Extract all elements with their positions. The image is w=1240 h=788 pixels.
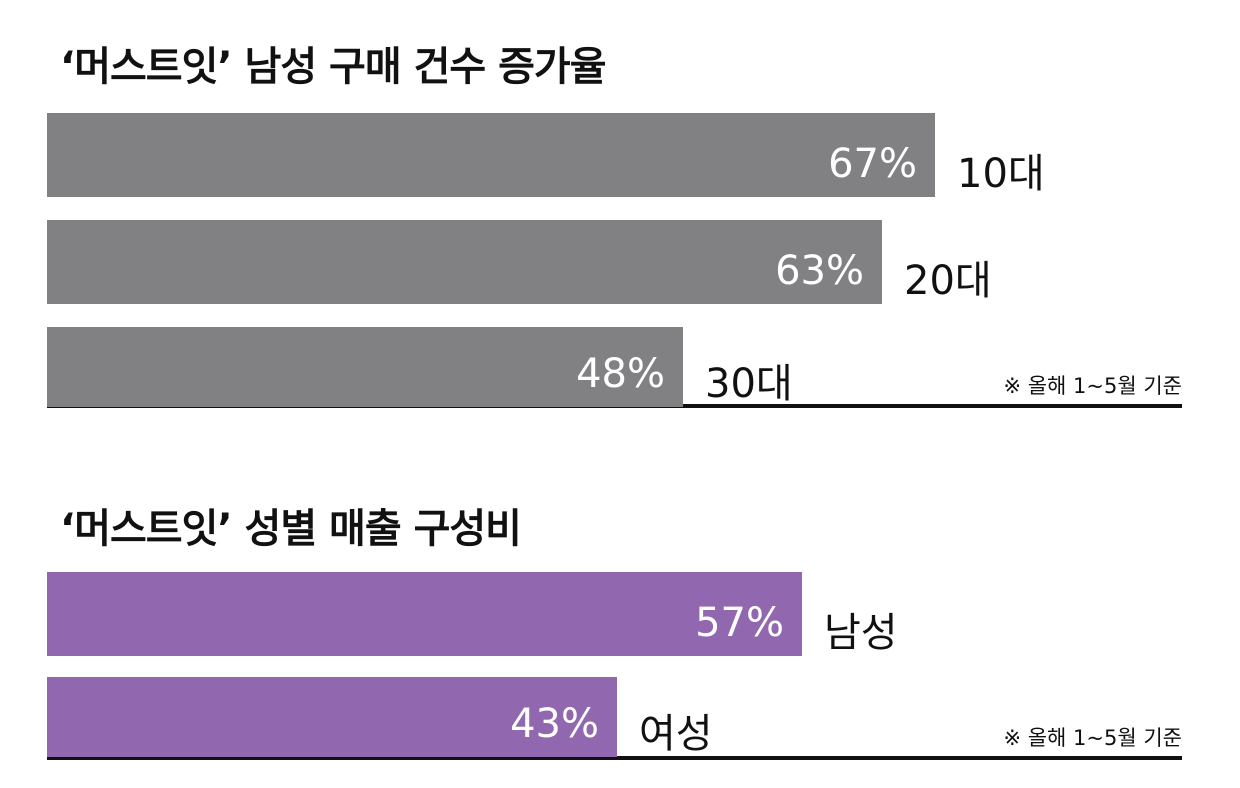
bar-value-label-growth-2: 48%: [576, 351, 665, 397]
bar-value-label-growth-1: 63%: [775, 248, 864, 294]
bar-growth-1: [47, 220, 882, 304]
bar-category-label-gender-1: 여성: [639, 711, 713, 757]
bar-gender-0: [47, 572, 802, 656]
chart-title-sales-by-gender: ‘머스트잇’ 성별 매출 구성비: [60, 506, 522, 552]
bar-growth-2: [47, 327, 683, 407]
chart-baseline-sales-by-gender: [47, 756, 1182, 760]
bar-gender-1: [47, 677, 617, 757]
bar-category-label-growth-0: 10대: [957, 151, 1045, 197]
footnote-purchase-growth: ※ 올해 1~5월 기준: [1003, 374, 1182, 398]
bar-category-label-growth-2: 30대: [705, 361, 793, 407]
bar-value-label-gender-0: 57%: [695, 600, 784, 646]
footnote-sales-by-gender: ※ 올해 1~5월 기준: [1003, 726, 1182, 750]
bar-category-label-gender-0: 남성: [824, 610, 898, 656]
bar-growth-0: [47, 113, 935, 197]
bar-value-label-gender-1: 43%: [510, 701, 599, 747]
chart-title-purchase-growth: ‘머스트잇’ 남성 구매 건수 증가율: [60, 44, 606, 90]
bar-category-label-growth-1: 20대: [904, 258, 992, 304]
bar-value-label-growth-0: 67%: [828, 141, 917, 187]
